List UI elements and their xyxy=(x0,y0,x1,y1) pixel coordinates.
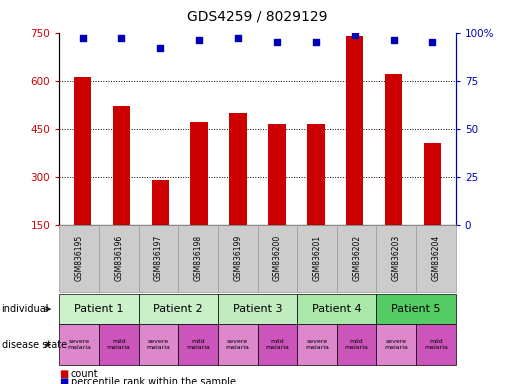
Text: GSM836198: GSM836198 xyxy=(194,235,202,281)
Text: severe
malaria: severe malaria xyxy=(226,339,250,350)
Point xyxy=(195,37,203,43)
Text: disease state: disease state xyxy=(2,339,66,350)
Bar xyxy=(74,78,91,225)
Text: ■: ■ xyxy=(59,369,68,379)
Point xyxy=(428,39,437,45)
Text: GSM836201: GSM836201 xyxy=(313,235,321,281)
Bar xyxy=(151,180,169,225)
Text: GSM836199: GSM836199 xyxy=(233,235,242,281)
Text: GSM836196: GSM836196 xyxy=(114,235,123,281)
Text: mild
malaria: mild malaria xyxy=(265,339,289,350)
Text: GDS4259 / 8029129: GDS4259 / 8029129 xyxy=(187,10,328,23)
Text: percentile rank within the sample: percentile rank within the sample xyxy=(71,377,235,384)
Bar xyxy=(268,124,286,225)
Text: mild
malaria: mild malaria xyxy=(345,339,369,350)
Text: severe
malaria: severe malaria xyxy=(305,339,329,350)
Bar xyxy=(346,36,364,225)
Text: Patient 4: Patient 4 xyxy=(312,304,362,314)
Point xyxy=(273,39,281,45)
Text: Patient 2: Patient 2 xyxy=(153,304,203,314)
Text: mild
malaria: mild malaria xyxy=(424,339,448,350)
Bar xyxy=(424,143,441,225)
Text: GSM836204: GSM836204 xyxy=(432,235,440,281)
Text: GSM836195: GSM836195 xyxy=(75,235,83,281)
Bar xyxy=(229,113,247,225)
Point xyxy=(389,37,398,43)
Text: ■: ■ xyxy=(59,377,68,384)
Text: severe
malaria: severe malaria xyxy=(384,339,408,350)
Point xyxy=(234,35,242,41)
Text: severe
malaria: severe malaria xyxy=(146,339,170,350)
Text: mild
malaria: mild malaria xyxy=(186,339,210,350)
Text: Patient 5: Patient 5 xyxy=(391,304,441,314)
Text: GSM836197: GSM836197 xyxy=(154,235,163,281)
Text: GSM836203: GSM836203 xyxy=(392,235,401,281)
Text: GSM836202: GSM836202 xyxy=(352,235,361,281)
Text: Patient 3: Patient 3 xyxy=(233,304,282,314)
Text: individual: individual xyxy=(2,304,49,314)
Point xyxy=(78,35,87,41)
Text: mild
malaria: mild malaria xyxy=(107,339,131,350)
Bar xyxy=(191,122,208,225)
Bar xyxy=(307,124,324,225)
Text: count: count xyxy=(71,369,98,379)
Text: Patient 1: Patient 1 xyxy=(74,304,124,314)
Bar xyxy=(113,106,130,225)
Point xyxy=(117,35,126,41)
Text: severe
malaria: severe malaria xyxy=(67,339,91,350)
Text: GSM836200: GSM836200 xyxy=(273,235,282,281)
Point xyxy=(156,45,164,51)
Point xyxy=(312,39,320,45)
Bar xyxy=(385,74,402,225)
Point xyxy=(351,31,359,38)
